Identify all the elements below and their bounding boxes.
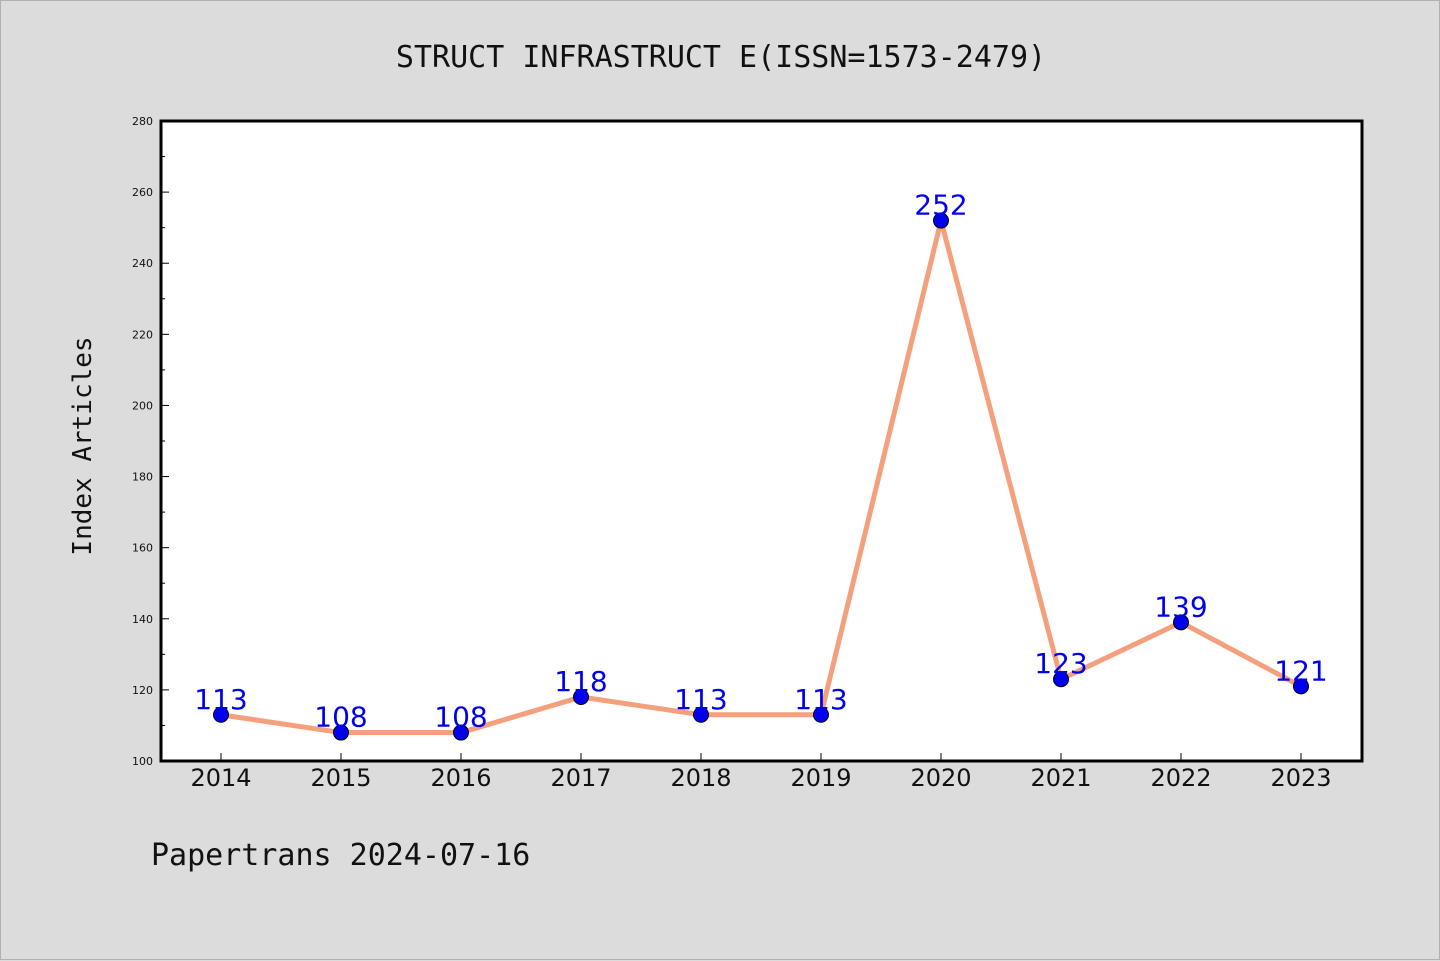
data-point [1053, 671, 1069, 688]
plot-area [161, 121, 1362, 761]
data-label: 113 [194, 683, 247, 716]
data-label: 108 [314, 701, 367, 734]
x-tick-label: 2015 [310, 764, 371, 792]
data-label: 123 [1034, 647, 1087, 680]
chart-title: STRUCT INFRASTRUCT E(ISSN=1573-2479) [396, 40, 1046, 75]
data-point [573, 689, 589, 705]
plot-border [159, 119, 1364, 763]
x-tick-label: 2019 [790, 764, 851, 792]
series-line [218, 218, 1304, 736]
x-tick-label: 2017 [550, 764, 611, 792]
y-tick-label: 280 [132, 115, 153, 128]
y-tick-label: 200 [132, 399, 153, 412]
y-tick-label: 260 [132, 186, 153, 199]
y-axis: 100 120 140 160 180 200 220 240 260 280 [132, 115, 169, 768]
y-axis-label: Index Articles [68, 336, 98, 555]
y-tick-label: 220 [132, 328, 153, 341]
data-point [213, 706, 229, 723]
data-label: 108 [434, 701, 487, 734]
x-tick-label: 2023 [1270, 764, 1331, 792]
y-tick-label: 180 [132, 471, 153, 484]
data-point [453, 724, 469, 741]
y-tick-label: 160 [132, 542, 153, 555]
data-point [813, 706, 829, 723]
data-point [933, 212, 949, 229]
data-point [1173, 614, 1189, 631]
data-label: 139 [1154, 590, 1207, 623]
x-tick-label: 2021 [1030, 764, 1091, 792]
x-tick-label: 2014 [190, 764, 251, 792]
data-label: 118 [554, 665, 607, 698]
data-labels-group: 113 108 108 118 113 113 252 123 139 121 [194, 189, 1327, 734]
x-tick-label: 2022 [1150, 764, 1211, 792]
x-tick-label: 2016 [430, 764, 491, 792]
y-tick-label: 100 [132, 755, 153, 768]
data-point [693, 706, 709, 723]
y-tick-label: 240 [132, 257, 153, 270]
y-tick-label: 140 [132, 613, 153, 626]
data-label: 252 [914, 189, 967, 222]
data-point [333, 724, 349, 741]
markers-group [213, 212, 1309, 741]
data-point [1293, 678, 1309, 695]
data-label: 113 [674, 683, 727, 716]
x-tick-label: 2018 [670, 764, 731, 792]
y-tick-label: 120 [132, 684, 153, 697]
footer-text: Papertrans 2024-07-16 [151, 838, 530, 873]
data-label: 121 [1274, 654, 1327, 687]
x-tick-label: 2020 [910, 764, 971, 792]
series-line-group [218, 218, 1304, 736]
x-axis: 2014 2015 2016 2017 2018 2019 2020 2021 2022 2023 [190, 753, 1332, 792]
data-label: 113 [794, 683, 847, 716]
